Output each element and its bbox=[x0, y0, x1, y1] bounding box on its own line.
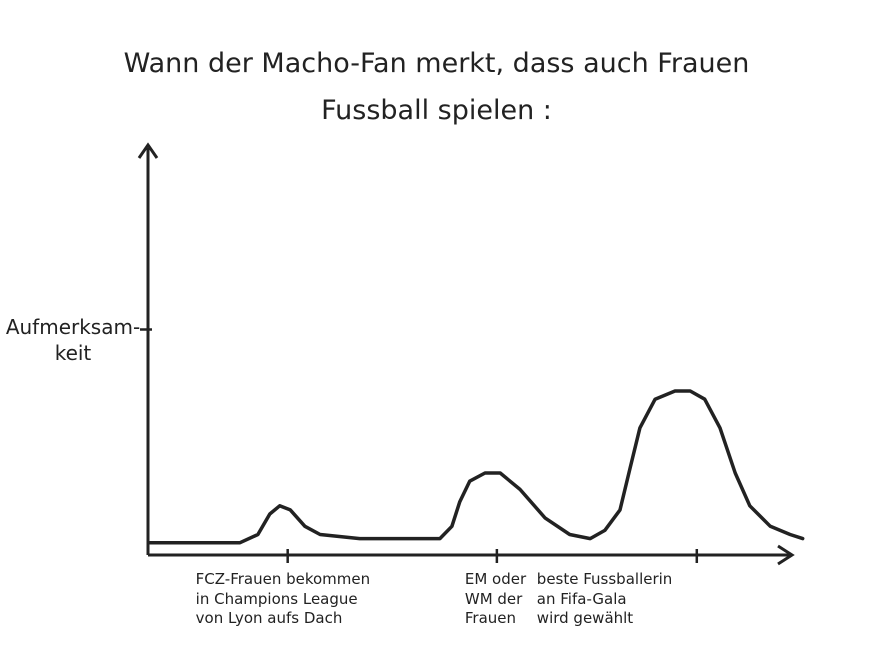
x-tick-label: beste Fussballerin an Fifa-Gala wird gew… bbox=[536, 570, 673, 627]
x-tick-label: EM oder WM der Frauen bbox=[464, 570, 527, 627]
x-tick-label: FCZ-Frauen bekommen in Champions League … bbox=[195, 570, 371, 627]
chart-title: Wann der Macho-Fan merkt, dass auch Frau… bbox=[123, 48, 750, 127]
x-axis-arrow bbox=[777, 544, 795, 566]
y-tick-label: Aufmerksam- keit bbox=[5, 314, 141, 365]
y-axis-arrow bbox=[137, 142, 159, 159]
attention-curve bbox=[148, 389, 805, 545]
